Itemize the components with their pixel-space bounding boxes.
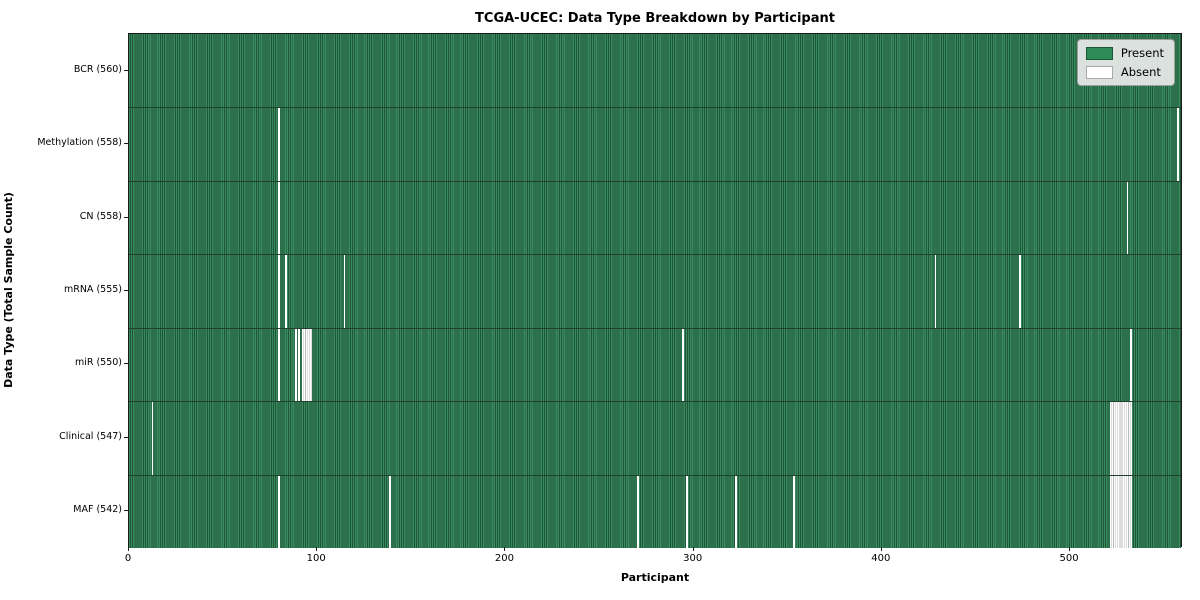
x-tick-label: 400 [871,553,891,564]
y-tick-mark [124,290,128,291]
absent-stripe [1019,255,1022,328]
y-tick-mark [124,216,128,218]
absent-stripe [682,328,685,402]
datatype-row-mrna [129,254,1181,328]
absent-stripe [735,475,737,548]
absent-stripe [277,328,280,402]
datatype-row-maf [129,474,1181,548]
datatype-row-methylation [129,107,1181,181]
absent-stripe [277,255,280,328]
absent-stripe [298,328,301,402]
y-tick-label: Clinical (547) [59,430,122,442]
y-tick-label: miR (550) [74,357,122,369]
legend-item-present: Present [1085,46,1164,60]
y-tick-label: mRNA (555) [63,284,122,295]
chart-title: TCGA-UCEC: Data Type Breakdown by Partic… [475,11,835,26]
absent-stripe [686,475,688,548]
legend: Present Absent [1076,39,1175,86]
x-tick-mark [692,547,694,551]
x-tick-label: 100 [306,553,326,564]
x-tick-mark [1069,547,1071,551]
absent-stripe [793,475,796,548]
absent-stripe [343,255,346,328]
absent-stripe [294,328,297,402]
x-tick-label: 300 [683,553,703,564]
datatype-row-cn [129,180,1181,255]
y-tick-label: MAF (542) [73,504,122,516]
x-tick-mark [316,547,318,551]
datatype-row-clinical [129,401,1181,475]
absent-stripe [277,181,280,255]
absent-stripe [277,475,280,548]
y-tick-mark [124,510,128,512]
absent-stripe [277,108,280,181]
y-tick-label: Methylation (558) [37,137,122,149]
absent-stripe [934,255,937,328]
y-tick-label: BCR (560) [73,63,122,75]
absent-stripe [1109,402,1133,475]
y-tick-mark [124,69,128,71]
y-tick-mark [124,436,128,438]
absent-stripe [151,402,154,475]
x-tick-mark [128,547,129,551]
absent-stripe [1126,181,1129,255]
y-tick-mark [124,363,128,365]
legend-item-absent: Absent [1085,65,1164,79]
x-tick-mark [880,547,882,551]
absent-swatch [1085,65,1113,79]
absent-stripe [637,475,640,548]
x-tick-label: 0 [124,553,132,564]
absent-stripe [285,255,288,328]
datatype-row-bcr [129,34,1181,108]
absent-stripe [1109,475,1133,548]
absent-stripe [1130,328,1133,402]
absent-stripe [388,475,391,548]
x-axis-label: Participant [620,571,690,584]
datatype-row-mir [129,327,1181,402]
y-tick-mark [124,143,128,145]
y-tick-label: CN (558) [79,210,122,222]
present-swatch [1085,46,1113,60]
absent-stripe [1177,108,1180,181]
legend-absent-label: Absent [1120,65,1161,79]
x-tick-label: 200 [494,553,514,564]
x-tick-label: 500 [1059,553,1079,564]
plot-area: Present Absent [128,33,1182,548]
absent-stripe [302,328,312,402]
legend-present-label: Present [1120,46,1164,60]
x-tick-mark [504,547,506,551]
